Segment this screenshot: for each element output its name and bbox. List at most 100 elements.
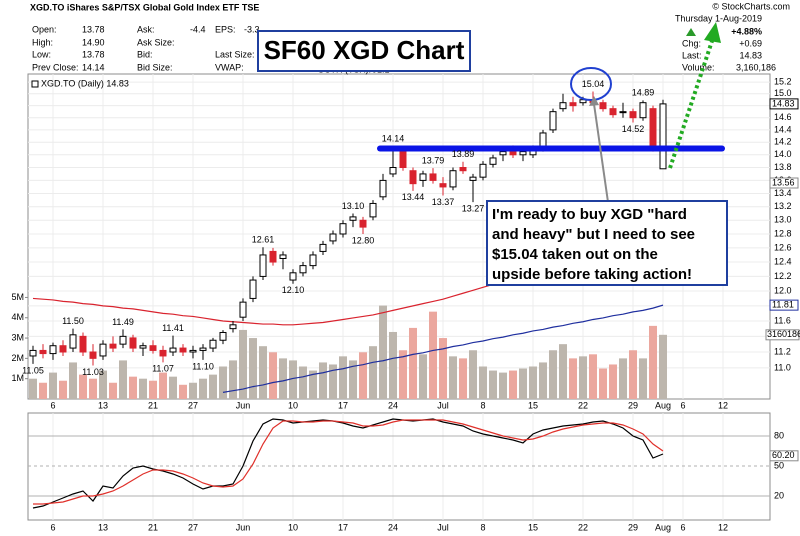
comment-line: upside before taking action! <box>492 266 692 283</box>
volume-bar <box>129 376 137 399</box>
volume-bar <box>229 360 237 399</box>
y-tick-label: 50 <box>774 460 784 470</box>
volume-bar <box>289 360 297 399</box>
candle-body <box>339 223 347 235</box>
label: Bid Size: <box>137 62 173 72</box>
volume-bar <box>199 378 207 399</box>
volume-bar <box>179 384 187 399</box>
volume-bar <box>489 370 497 399</box>
x-tick-label: Aug <box>655 522 671 532</box>
volume-bar <box>319 362 327 399</box>
high-label: 13.79 <box>422 156 445 166</box>
high-label: 13.10 <box>342 201 365 211</box>
candle-body <box>449 170 457 188</box>
x-tick-label: 6 <box>50 522 55 532</box>
low-label: 11.05 <box>22 365 44 375</box>
candle-body <box>509 151 517 156</box>
vol-layer <box>29 305 667 399</box>
low-label: 13.27 <box>462 203 485 213</box>
volume-bar <box>239 329 247 399</box>
volume-bar <box>99 370 107 399</box>
candle-body <box>609 108 617 116</box>
comment-line: $15.04 taken out on the <box>492 246 658 263</box>
candle-body <box>639 102 647 119</box>
value-marker <box>769 299 799 311</box>
x-tick-label: 15 <box>528 400 538 410</box>
volume-bar <box>469 350 477 399</box>
candle-body <box>159 349 167 357</box>
candle-body <box>429 173 437 181</box>
candle-body <box>269 250 277 263</box>
volume-bar <box>139 378 147 399</box>
volume-bar <box>589 354 597 399</box>
volume-tick-label: 2M <box>11 353 24 363</box>
volume-bar <box>209 374 217 399</box>
candle-body <box>59 345 67 353</box>
candle-body <box>319 243 327 252</box>
volume-bar <box>609 364 617 399</box>
x-tick-label: Jul <box>437 400 449 410</box>
volume-bar <box>639 358 647 399</box>
value: -3.3 <box>244 24 260 34</box>
x-tick-label: 21 <box>148 522 158 532</box>
y-tick-label: 80 <box>774 430 784 440</box>
top-layer: 11.011.211.411.611.812.012.212.412.612.8… <box>11 76 800 532</box>
volume-tick-label: 5M <box>11 292 24 302</box>
volume-bar <box>509 370 517 399</box>
y-tick-label: 13.0 <box>774 215 792 225</box>
x-tick-label: 29 <box>628 400 638 410</box>
label: EPS: <box>215 24 236 34</box>
volume-tick-label: 3M <box>11 332 24 342</box>
y-tick-label: 13.2 <box>774 201 792 211</box>
pointer-arrow <box>593 103 609 203</box>
volume-bar <box>169 376 177 399</box>
y-tick-label: 12.6 <box>774 242 792 252</box>
y-tick-label: 14.4 <box>774 124 792 134</box>
volume-bar <box>579 356 587 399</box>
volume-bar <box>539 362 547 399</box>
label: High: <box>32 37 53 47</box>
value: 13.78 <box>82 49 105 59</box>
low-label: 12.80 <box>352 235 375 245</box>
legend-label: XGD.TO (Daily) 14.83 <box>41 78 129 88</box>
candle-body <box>129 337 137 349</box>
volume-bar <box>399 350 407 399</box>
candle-body <box>549 111 557 131</box>
x-tick-label: 6 <box>50 400 55 410</box>
moving-average <box>222 304 664 393</box>
volume-bar <box>339 356 347 399</box>
arrow-head <box>704 22 721 43</box>
volume-bar <box>249 338 257 399</box>
low-label: 13.37 <box>432 197 455 207</box>
candle-body <box>89 351 97 359</box>
volume-bar <box>29 378 37 399</box>
candle-body <box>189 349 197 353</box>
candle-body <box>359 219 367 228</box>
candle-body <box>649 108 657 147</box>
x-tick-label: 24 <box>388 522 398 532</box>
candle-body <box>179 347 187 353</box>
y-tick-label: 11.6 <box>774 315 791 325</box>
low-label: 12.10 <box>282 285 305 295</box>
candle-body <box>389 167 397 175</box>
volume-bar <box>49 372 57 399</box>
volume-bar <box>409 327 417 399</box>
candle-body <box>489 157 497 165</box>
label: Last Size: <box>215 49 255 59</box>
volume-bar <box>619 358 627 399</box>
candle-body <box>169 347 177 353</box>
x-tick-label: 8 <box>480 522 485 532</box>
value: 3,160,186 <box>736 62 776 72</box>
candle-body <box>469 176 477 181</box>
volume-bar <box>529 366 537 399</box>
candle-layer <box>29 91 725 366</box>
value-marker <box>769 450 799 462</box>
y-tick-label: 14.2 <box>774 137 792 147</box>
candle-body <box>419 173 427 181</box>
up-triangle <box>686 28 696 36</box>
comment-line: and heavy" but I need to see <box>492 226 695 243</box>
x-tick-label: 6 <box>680 400 685 410</box>
y-tick-label: 20 <box>774 490 784 500</box>
candle-body <box>479 163 487 178</box>
candle-body <box>229 324 237 330</box>
